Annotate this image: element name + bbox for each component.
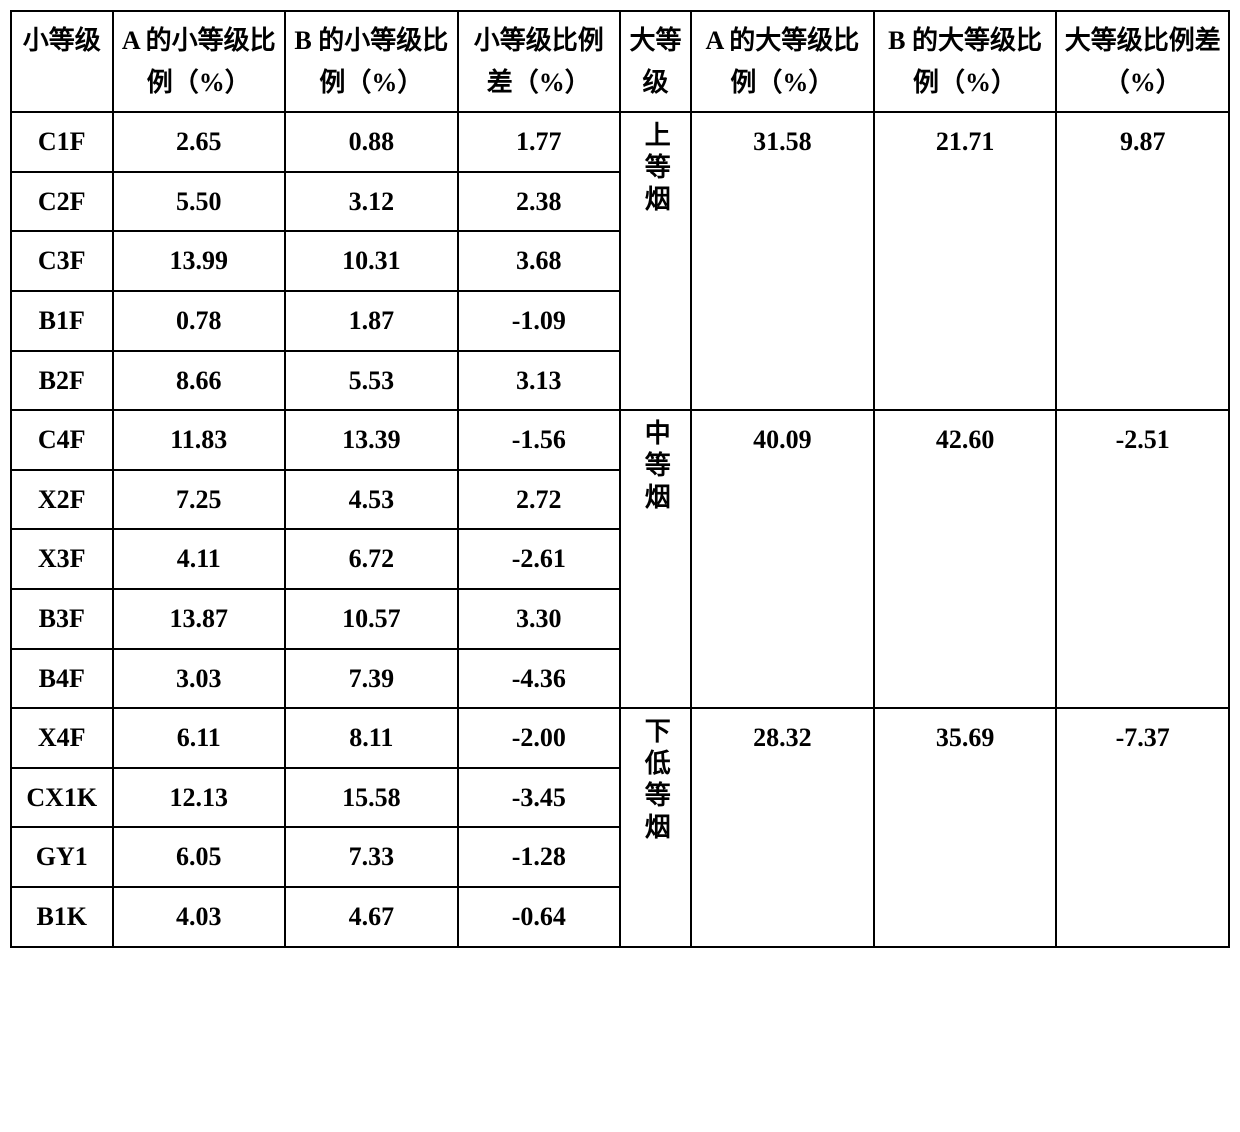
cell-small-grade: C4F	[11, 410, 113, 470]
cell-a-small-pct: 4.03	[113, 887, 286, 947]
cell-diff-small-pct: 2.38	[458, 172, 620, 232]
cell-small-grade: C1F	[11, 112, 113, 172]
cell-a-big-pct: 31.58	[691, 112, 874, 410]
cell-a-big-pct: 28.32	[691, 708, 874, 946]
cell-big-grade: 中等烟	[620, 410, 691, 708]
cell-diff-small-pct: -1.09	[458, 291, 620, 351]
cell-diff-big-pct: -7.37	[1056, 708, 1229, 946]
col-header-a-big: A 的大等级比例（%）	[691, 11, 874, 112]
cell-small-grade: C2F	[11, 172, 113, 232]
cell-b-small-pct: 13.39	[285, 410, 458, 470]
cell-diff-small-pct: -4.36	[458, 649, 620, 709]
cell-b-small-pct: 10.57	[285, 589, 458, 649]
table-row: C4F11.8313.39-1.56中等烟40.0942.60-2.51	[11, 410, 1229, 470]
cell-diff-small-pct: -2.61	[458, 529, 620, 589]
cell-small-grade: B2F	[11, 351, 113, 411]
cell-b-small-pct: 5.53	[285, 351, 458, 411]
cell-a-small-pct: 11.83	[113, 410, 286, 470]
cell-diff-small-pct: 2.72	[458, 470, 620, 530]
cell-a-big-pct: 40.09	[691, 410, 874, 708]
big-grade-label: 下低等烟	[635, 717, 677, 845]
cell-a-small-pct: 13.87	[113, 589, 286, 649]
cell-a-small-pct: 12.13	[113, 768, 286, 828]
cell-small-grade: X4F	[11, 708, 113, 768]
cell-small-grade: C3F	[11, 231, 113, 291]
cell-diff-big-pct: -2.51	[1056, 410, 1229, 708]
cell-diff-big-pct: 9.87	[1056, 112, 1229, 410]
col-header-b-big: B 的大等级比例（%）	[874, 11, 1057, 112]
col-header-b-small: B 的小等级比例（%）	[285, 11, 458, 112]
cell-b-small-pct: 10.31	[285, 231, 458, 291]
cell-big-grade: 下低等烟	[620, 708, 691, 946]
cell-a-small-pct: 6.11	[113, 708, 286, 768]
cell-a-small-pct: 4.11	[113, 529, 286, 589]
cell-a-small-pct: 13.99	[113, 231, 286, 291]
cell-diff-small-pct: -2.00	[458, 708, 620, 768]
cell-b-small-pct: 7.39	[285, 649, 458, 709]
cell-small-grade: B1K	[11, 887, 113, 947]
big-grade-label: 中等烟	[635, 419, 677, 515]
cell-b-big-pct: 42.60	[874, 410, 1057, 708]
cell-a-small-pct: 8.66	[113, 351, 286, 411]
cell-diff-small-pct: 1.77	[458, 112, 620, 172]
col-header-a-small: A 的小等级比例（%）	[113, 11, 286, 112]
cell-diff-small-pct: -0.64	[458, 887, 620, 947]
cell-b-small-pct: 0.88	[285, 112, 458, 172]
cell-b-big-pct: 35.69	[874, 708, 1057, 946]
cell-b-small-pct: 4.53	[285, 470, 458, 530]
big-grade-label: 上等烟	[635, 121, 677, 217]
cell-diff-small-pct: -1.56	[458, 410, 620, 470]
cell-b-small-pct: 8.11	[285, 708, 458, 768]
cell-b-big-pct: 21.71	[874, 112, 1057, 410]
cell-diff-small-pct: 3.13	[458, 351, 620, 411]
col-header-big-grade: 大等级	[620, 11, 691, 112]
table-body: C1F2.650.881.77上等烟31.5821.719.87C2F5.503…	[11, 112, 1229, 946]
cell-diff-small-pct: 3.68	[458, 231, 620, 291]
cell-small-grade: X3F	[11, 529, 113, 589]
cell-b-small-pct: 1.87	[285, 291, 458, 351]
cell-small-grade: GY1	[11, 827, 113, 887]
cell-a-small-pct: 5.50	[113, 172, 286, 232]
table-row: C1F2.650.881.77上等烟31.5821.719.87	[11, 112, 1229, 172]
cell-small-grade: B3F	[11, 589, 113, 649]
cell-small-grade: CX1K	[11, 768, 113, 828]
col-header-diff-big: 大等级比例差（%）	[1056, 11, 1229, 112]
cell-b-small-pct: 4.67	[285, 887, 458, 947]
cell-small-grade: B1F	[11, 291, 113, 351]
cell-b-small-pct: 6.72	[285, 529, 458, 589]
cell-diff-small-pct: -3.45	[458, 768, 620, 828]
cell-diff-small-pct: -1.28	[458, 827, 620, 887]
cell-a-small-pct: 7.25	[113, 470, 286, 530]
col-header-small-grade: 小等级	[11, 11, 113, 112]
cell-a-small-pct: 0.78	[113, 291, 286, 351]
cell-diff-small-pct: 3.30	[458, 589, 620, 649]
cell-b-small-pct: 7.33	[285, 827, 458, 887]
table-header-row: 小等级 A 的小等级比例（%） B 的小等级比例（%） 小等级比例差（%） 大等…	[11, 11, 1229, 112]
cell-small-grade: B4F	[11, 649, 113, 709]
cell-small-grade: X2F	[11, 470, 113, 530]
table-row: X4F6.118.11-2.00下低等烟28.3235.69-7.37	[11, 708, 1229, 768]
cell-a-small-pct: 3.03	[113, 649, 286, 709]
cell-a-small-pct: 6.05	[113, 827, 286, 887]
cell-b-small-pct: 3.12	[285, 172, 458, 232]
cell-b-small-pct: 15.58	[285, 768, 458, 828]
col-header-diff-small: 小等级比例差（%）	[458, 11, 620, 112]
cell-big-grade: 上等烟	[620, 112, 691, 410]
grade-comparison-table: 小等级 A 的小等级比例（%） B 的小等级比例（%） 小等级比例差（%） 大等…	[10, 10, 1230, 948]
cell-a-small-pct: 2.65	[113, 112, 286, 172]
